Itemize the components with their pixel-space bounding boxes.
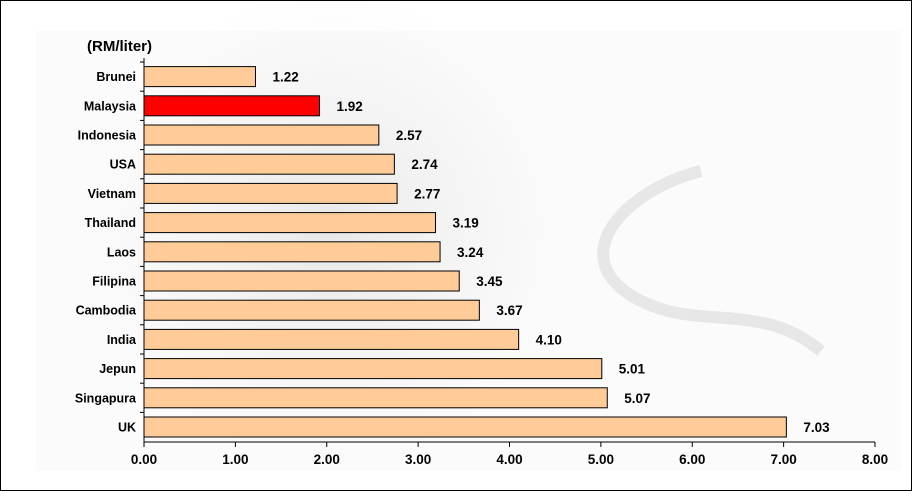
data-label: 2.74: [411, 157, 438, 172]
data-label: 1.92: [336, 99, 362, 114]
x-tick-label: 7.00: [770, 452, 796, 467]
category-label: USA: [110, 158, 136, 172]
category-label: UK: [118, 421, 136, 435]
background-globe: [91, 1, 571, 471]
labels-layer: (RM/liter) Brunei 1.22 Malaysia 1.92 Indonesi…: [75, 38, 830, 435]
x-tick-label: 6.00: [679, 452, 705, 467]
category-label: Brunei: [96, 70, 136, 84]
category-label: Malaysia: [84, 99, 137, 113]
x-tick-label: 1.00: [222, 452, 248, 467]
data-label: 5.07: [624, 391, 650, 406]
data-label: 2.77: [414, 186, 440, 201]
bar-laos: [143, 241, 441, 263]
bar-vietnam: [143, 182, 398, 204]
data-label: 3.45: [476, 274, 503, 289]
bar-cambodia: [143, 299, 480, 321]
category-label: Cambodia: [76, 304, 137, 318]
category-label: Singapura: [75, 391, 137, 405]
bar-jepun: [143, 358, 603, 380]
data-label: 4.10: [536, 332, 562, 347]
x-tick-label: 3.00: [405, 452, 431, 467]
category-label: Jepun: [99, 362, 136, 376]
bar-thailand: [143, 212, 436, 234]
bar-malaysia: [143, 95, 320, 117]
x-tick-label: 8.00: [862, 452, 888, 467]
data-label: 2.57: [396, 128, 422, 143]
category-label: Laos: [107, 245, 136, 259]
data-label: 1.22: [272, 70, 298, 85]
bar-usa: [143, 153, 395, 175]
data-label: 3.19: [452, 216, 478, 231]
category-label: India: [107, 333, 137, 347]
bars-layer: [143, 66, 787, 438]
data-label: 3.67: [496, 303, 522, 318]
bar-indonesia: [143, 124, 380, 146]
x-tick-label: 4.00: [496, 452, 522, 467]
data-label: 5.01: [619, 362, 646, 377]
category-label: Thailand: [85, 216, 136, 230]
bar-india: [143, 328, 520, 350]
category-label: Indonesia: [78, 129, 137, 143]
bar-uk: [143, 416, 787, 438]
data-label: 3.24: [457, 245, 484, 260]
background-pump-hose: [597, 165, 825, 356]
unit-label: (RM/liter): [87, 38, 152, 55]
bar-brunei: [143, 66, 256, 88]
x-tick-label: 0.00: [131, 452, 157, 467]
bar-singapura: [143, 387, 608, 409]
x-tick-label: 5.00: [588, 452, 614, 467]
bar-filipina: [143, 270, 460, 292]
category-label: Filipina: [92, 275, 137, 289]
data-label: 7.03: [803, 420, 830, 435]
x-tick-label: 2.00: [314, 452, 340, 467]
x-axis: 0.00 1.00 2.00 3.00 4.00 5.00 6.00 7.00 8.00: [131, 58, 888, 467]
category-label: Vietnam: [88, 187, 136, 201]
